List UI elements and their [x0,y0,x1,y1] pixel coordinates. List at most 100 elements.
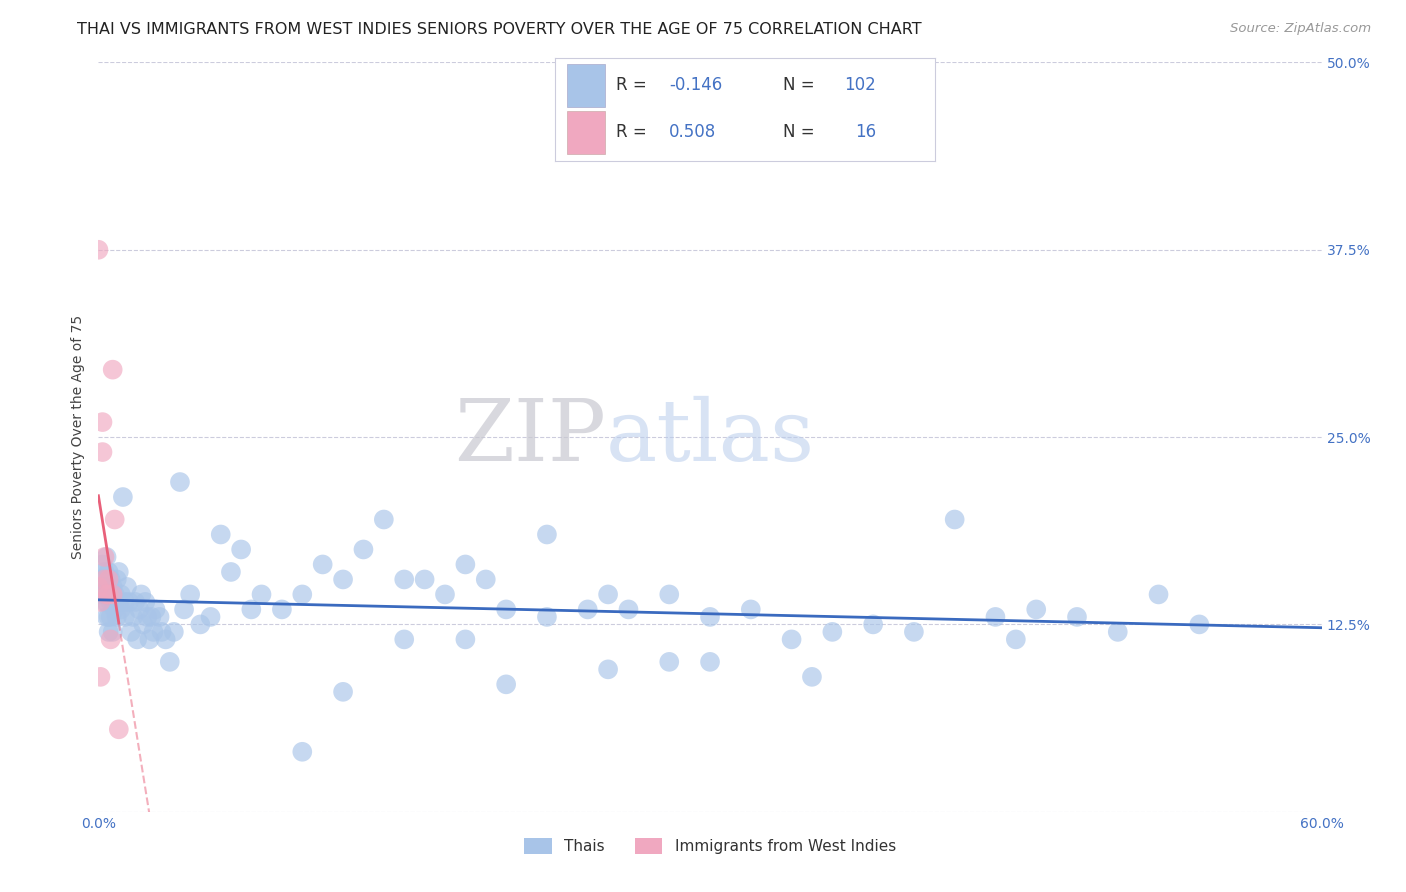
Y-axis label: Seniors Poverty Over the Age of 75: Seniors Poverty Over the Age of 75 [72,315,86,559]
Point [96,587,118,601]
Point [780,632,803,647]
Point [105,573,128,587]
Bar [567,112,605,154]
Point [97,565,120,579]
Point [1107,624,1129,639]
Text: -0.146: -0.146 [669,76,723,94]
Text: N =: N = [783,123,814,141]
Point [270,602,294,616]
Point [100,573,122,587]
Point [159,655,181,669]
Point [142,624,165,639]
Point [93,565,115,579]
Point [536,610,558,624]
Point [87,243,110,257]
Point [91,558,114,572]
Point [134,595,156,609]
Point [332,573,354,587]
Bar [567,64,605,107]
Point [110,587,132,601]
Point [801,670,824,684]
Point [474,573,498,587]
Text: Source: ZipAtlas.com: Source: ZipAtlas.com [1230,22,1371,36]
Point [155,632,177,647]
Point [111,490,134,504]
Point [96,610,118,624]
Point [352,542,374,557]
Point [101,587,124,601]
Text: R =: R = [616,76,647,94]
Point [598,587,620,601]
Point [104,587,127,601]
Text: R =: R = [616,123,647,141]
Point [89,595,111,609]
Point [1188,617,1211,632]
Point [392,573,416,587]
Point [89,573,111,587]
Point [1025,602,1047,616]
Point [100,610,122,624]
Point [97,624,120,639]
Point [87,580,110,594]
Point [984,610,1007,624]
Point [101,624,124,639]
Point [108,723,131,737]
Point [903,624,925,639]
Point [93,595,115,609]
Point [821,624,844,639]
Point [129,587,152,601]
Text: 16: 16 [855,123,876,141]
Point [136,610,159,624]
Point [97,587,120,601]
Point [291,587,314,601]
Point [434,587,457,601]
Point [219,565,242,579]
Point [188,617,212,632]
Point [576,602,599,616]
Point [104,512,127,526]
Point [108,595,131,609]
Point [179,587,201,601]
Point [120,624,142,639]
Point [699,655,721,669]
Point [127,632,149,647]
Point [454,632,477,647]
Point [862,617,884,632]
Point [101,580,124,594]
Point [97,580,120,594]
Point [132,617,155,632]
Point [93,549,115,564]
Legend: Thais, Immigrants from West Indies: Thais, Immigrants from West Indies [517,832,903,860]
Point [250,587,273,601]
Point [97,610,120,624]
Point [1147,587,1170,601]
Point [312,558,335,572]
Point [332,685,354,699]
Text: ZIP: ZIP [454,395,606,479]
Point [96,549,118,564]
Point [104,602,127,616]
Point [240,602,263,616]
Point [145,602,167,616]
Point [96,595,118,609]
Point [128,602,150,616]
Point [163,624,186,639]
Point [104,595,127,609]
Point [373,512,395,526]
Text: N =: N = [783,76,814,94]
Text: 102: 102 [844,76,876,94]
Point [200,610,222,624]
Point [93,580,115,594]
Point [91,587,114,601]
Point [118,595,141,609]
Point [100,595,122,609]
Point [598,662,620,676]
Point [91,445,114,459]
Point [91,415,114,429]
Point [392,632,416,647]
Point [149,610,172,624]
Text: THAI VS IMMIGRANTS FROM WEST INDIES SENIORS POVERTY OVER THE AGE OF 75 CORRELATI: THAI VS IMMIGRANTS FROM WEST INDIES SENI… [77,22,922,37]
Text: 0.508: 0.508 [669,123,717,141]
Point [1066,610,1088,624]
Point [169,475,191,489]
